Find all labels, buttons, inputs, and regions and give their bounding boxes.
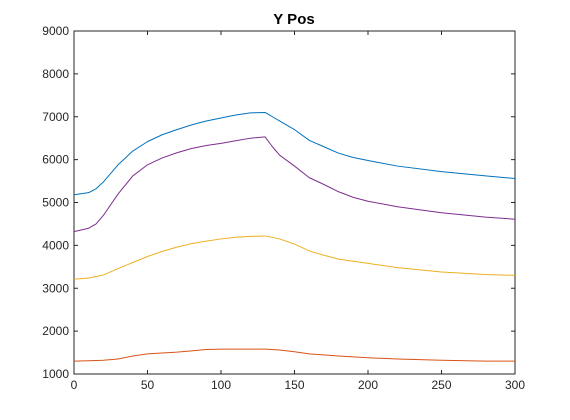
series-line-3 <box>73 235 516 280</box>
y-tick-label: 4000 <box>42 238 69 252</box>
y-tick-label: 9000 <box>42 24 69 38</box>
x-tick-label: 100 <box>211 378 231 392</box>
axis-ticks <box>73 30 516 375</box>
tick-labels: 0 50 100 150 200 250 300 1000 2000 3000 4000 5000 60… <box>42 24 525 392</box>
series-line-4 <box>73 348 515 362</box>
series-lines <box>73 111 516 362</box>
series-line-2 <box>73 136 516 233</box>
plot-area <box>73 30 516 375</box>
y-tick-label: 1000 <box>42 367 69 381</box>
x-tick-label: 0 <box>71 378 78 392</box>
y-tick-label: 8000 <box>42 67 69 81</box>
series-line-1 <box>73 111 516 196</box>
x-tick-label: 150 <box>284 378 304 392</box>
y-tick-label: 3000 <box>42 281 69 295</box>
x-tick-label: 50 <box>141 378 155 392</box>
chart-title: Y Pos <box>273 11 314 28</box>
x-tick-label: 300 <box>505 378 525 392</box>
y-tick-label: 6000 <box>42 153 69 167</box>
y-tick-label: 2000 <box>42 324 69 338</box>
x-tick-label: 250 <box>431 378 451 392</box>
y-tick-label: 7000 <box>42 110 69 124</box>
x-tick-label: 200 <box>358 378 378 392</box>
y-tick-label: 5000 <box>42 196 69 210</box>
